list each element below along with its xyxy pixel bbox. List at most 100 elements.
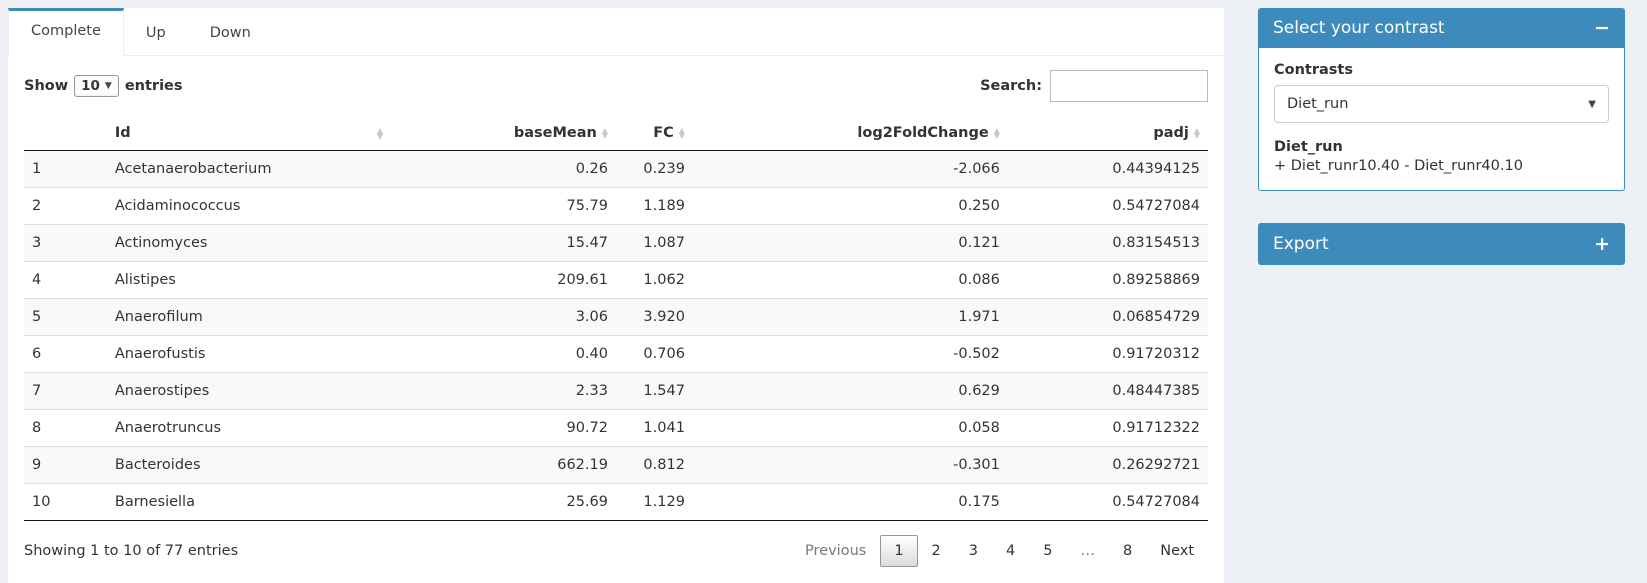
row-index-cell: 1 (32, 161, 42, 177)
table-controls: Show 10 ▼ entries Search: (8, 56, 1224, 112)
fc-cell: 1.547 (615, 372, 693, 410)
padj-cell: 0.26292721 (1007, 446, 1208, 484)
tab-up[interactable]: Up (145, 25, 166, 41)
export-panel-title: Export (1273, 234, 1329, 254)
log2fc-cell: 0.175 (692, 483, 1008, 521)
row-index-cell: 6 (24, 335, 107, 373)
contrast-panel-title: Select your contrast (1273, 18, 1445, 38)
fc-cell: 1.189 (615, 187, 693, 225)
id-cell: Acetanaerobacterium (114, 161, 272, 177)
contrast-panel-body: Contrasts Diet_run ▼ Diet_run + Diet_run… (1258, 48, 1625, 191)
table-row[interactable]: 8 Anaerotruncus 90.72 1.041 0.058 0.91712322 (24, 409, 1208, 447)
row-index-cell: 4 (24, 261, 107, 299)
log2fc-cell: -2.066 (953, 161, 1000, 177)
id-cell: Actinomyces (106, 224, 392, 262)
table-row[interactable]: 6 Anaerofustis 0.40 0.706 -0.502 0.91720312 (24, 335, 1208, 373)
id-cell: Barnesiella (106, 483, 392, 521)
table-row[interactable]: 5 Anaerofilum 3.06 3.920 1.971 0.06854729 (24, 298, 1208, 336)
export-panel-header[interactable]: Export + (1258, 223, 1625, 265)
page-length-control: Show 10 ▼ entries (24, 75, 183, 97)
sort-arrows-icon: ▲ ▼ (678, 125, 685, 140)
table-row[interactable]: 7 Anaerostipes 2.33 1.547 0.629 0.48447385 (24, 372, 1208, 410)
contrasts-label: Contrasts (1274, 62, 1353, 78)
results-card: Complete Up Down Show 10 ▼ entries Searc… (8, 8, 1224, 583)
pagination-previous[interactable]: Previous (805, 543, 867, 559)
page-length-value: 10 (81, 78, 100, 94)
fc-cell: 1.087 (615, 224, 693, 262)
row-index-cell: 10 (24, 483, 107, 521)
tab-complete[interactable]: Complete (8, 8, 124, 56)
log2fc-cell: 0.250 (692, 187, 1008, 225)
padj-cell: 0.44394125 (1112, 161, 1200, 177)
column-header-basemean[interactable]: baseMean ▲ ▼ (391, 116, 616, 151)
basemean-cell: 3.06 (391, 298, 616, 336)
table-row[interactable]: 3 Actinomyces 15.47 1.087 0.121 0.83154513 (24, 224, 1208, 262)
row-index-cell: 8 (24, 409, 107, 447)
search-control: Search: (980, 70, 1208, 102)
log2fc-cell: -0.502 (692, 335, 1008, 373)
contrast-panel-header[interactable]: Select your contrast − (1258, 8, 1625, 48)
column-header-padj[interactable]: padj ▲ ▼ (1007, 116, 1208, 151)
table-footer: Showing 1 to 10 of 77 entries Previous 1 2… (8, 521, 1224, 583)
row-index-cell: 2 (24, 187, 107, 225)
log2fc-cell: 1.971 (692, 298, 1008, 336)
pagination-next[interactable]: Next (1160, 543, 1194, 559)
fc-cell: 1.041 (615, 409, 693, 447)
padj-cell: 0.54727084 (1007, 483, 1208, 521)
page-length-select[interactable]: 10 ▼ (74, 75, 119, 97)
id-cell: Acidaminococcus (106, 187, 392, 225)
fc-cell: 0.239 (643, 161, 685, 177)
sort-arrows-icon: ▲ ▼ (1193, 125, 1200, 140)
tab-down[interactable]: Down (209, 25, 251, 41)
tab-bar: Complete Up Down (8, 8, 1224, 56)
row-index-cell: 7 (24, 372, 107, 410)
pagination-page-1[interactable]: 1 (880, 535, 918, 567)
search-input[interactable] (1050, 70, 1208, 102)
table-body: 1 Acetanaerobacterium 0.26 0.239 -2.066 0.443… (24, 150, 1208, 521)
basemean-cell: 209.61 (391, 261, 616, 299)
column-header-fc[interactable]: FC ▲ ▼ (615, 116, 693, 151)
basemean-cell: 90.72 (391, 409, 616, 447)
table-row[interactable]: 10 Barnesiella 25.69 1.129 0.175 0.54727084 (24, 483, 1208, 521)
pagination-page-8[interactable]: 8 (1122, 543, 1133, 559)
contrasts-select-value: Diet_run (1287, 96, 1349, 112)
column-header-log2foldchange[interactable]: log2FoldChange ▲ ▼ (692, 116, 1008, 151)
table-row[interactable]: 9 Bacteroides 662.19 0.812 -0.301 0.26292721 (24, 446, 1208, 484)
log2fc-cell: 0.121 (692, 224, 1008, 262)
id-cell: Bacteroides (106, 446, 392, 484)
id-cell: Anaerofustis (106, 335, 392, 373)
id-cell: Anaerotruncus (106, 409, 392, 447)
row-index-cell: 3 (24, 224, 107, 262)
collapse-minus-icon[interactable]: − (1594, 16, 1610, 39)
pagination-ellipsis: … (1080, 543, 1095, 559)
padj-cell: 0.06854729 (1007, 298, 1208, 336)
table-row[interactable]: 1 Acetanaerobacterium 0.26 0.239 -2.066 0.443… (24, 150, 1208, 188)
padj-cell: 0.83154513 (1007, 224, 1208, 262)
id-cell: Anaerostipes (106, 372, 392, 410)
log2fc-cell: -0.301 (692, 446, 1008, 484)
sidebar-panels: Select your contrast − Contrasts Diet_ru… (1258, 8, 1625, 265)
pagination-page-4[interactable]: 4 (1006, 543, 1016, 559)
table-row[interactable]: 2 Acidaminococcus 75.79 1.189 0.250 0.5472708… (24, 187, 1208, 225)
row-index-cell: 5 (24, 298, 107, 336)
pagination-page-2[interactable]: 2 (931, 543, 941, 559)
collapse-plus-icon[interactable]: + (1594, 233, 1610, 255)
basemean-cell: 25.69 (391, 483, 616, 521)
show-label: Show (24, 78, 69, 94)
pagination: Previous 1 2 3 4 5 … 8 Next (791, 535, 1208, 567)
table-info: Showing 1 to 10 of 77 entries (24, 543, 239, 559)
basemean-cell: 15.47 (391, 224, 616, 262)
pagination-page-3[interactable]: 3 (968, 543, 979, 559)
row-index-cell: 9 (24, 446, 107, 484)
padj-cell: 0.89258869 (1007, 261, 1208, 299)
chevron-down-icon: ▼ (104, 81, 112, 91)
id-cell: Alistipes (106, 261, 392, 299)
table-row[interactable]: 4 Alistipes 209.61 1.062 0.086 0.89258869 (24, 261, 1208, 299)
fc-cell: 1.129 (615, 483, 693, 521)
padj-cell: 0.91720312 (1007, 335, 1208, 373)
contrasts-select[interactable]: Diet_run ▼ (1274, 85, 1609, 123)
pagination-page-5[interactable]: 5 (1043, 543, 1053, 559)
column-header-id[interactable]: Id ▲ ▼ (106, 116, 392, 151)
sort-arrows-icon: ▲ ▼ (993, 125, 1000, 140)
chevron-down-icon: ▼ (1588, 98, 1596, 110)
